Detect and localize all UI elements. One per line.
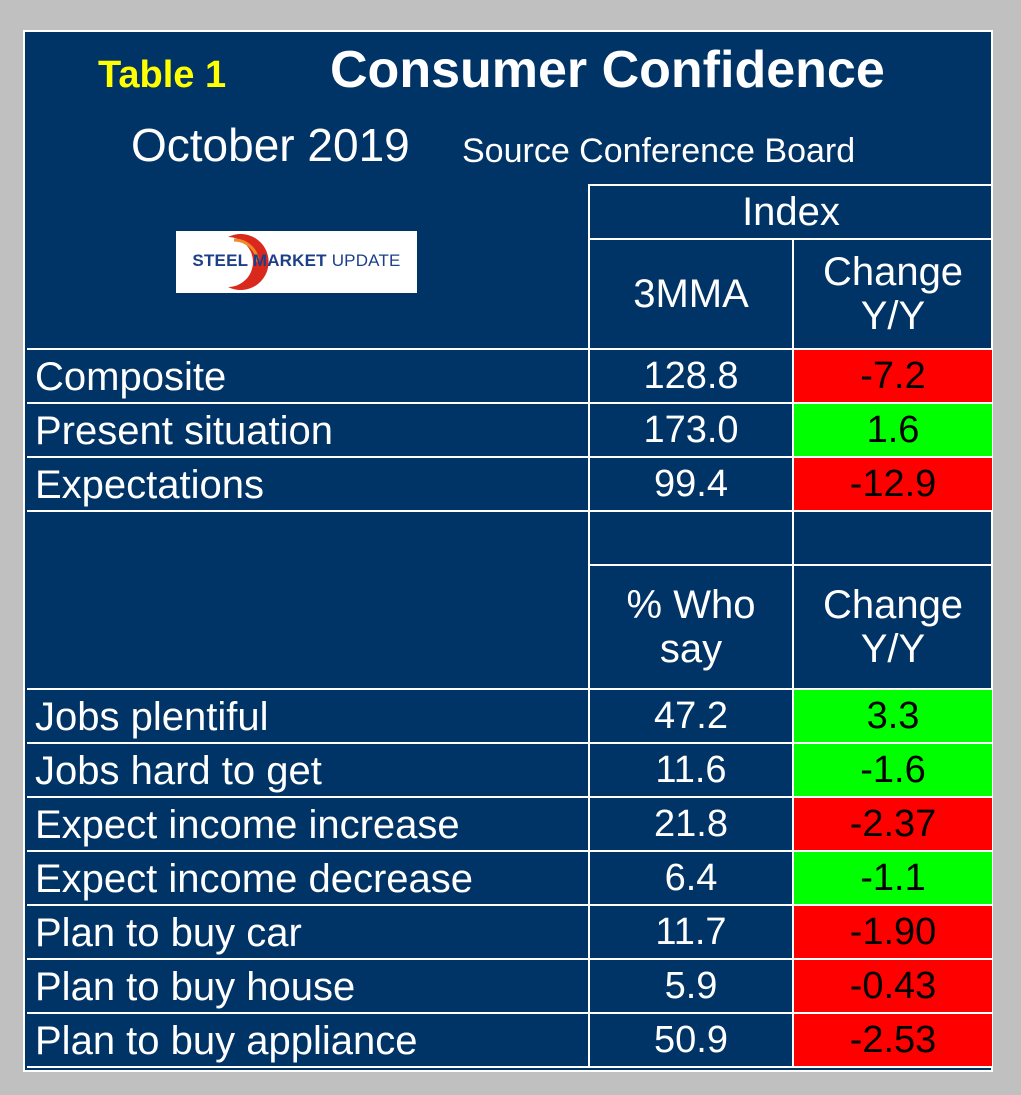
value-cell: 99.4 xyxy=(654,463,728,505)
change-cell: -2.37 xyxy=(794,798,992,850)
grid-line xyxy=(27,1066,992,1068)
change-cell: -0.43 xyxy=(794,960,992,1012)
value-cell: 6.4 xyxy=(664,857,718,899)
grid-line xyxy=(792,456,794,510)
grid-line xyxy=(588,184,590,348)
row-label: Expectations xyxy=(35,462,265,507)
grid-line xyxy=(792,850,794,904)
column-header-who-say: % Who say xyxy=(626,583,756,671)
change-cell: -1.90 xyxy=(794,906,992,958)
grid-line xyxy=(588,564,992,566)
grid-line xyxy=(588,564,590,688)
grid-line xyxy=(792,904,794,958)
grid-line xyxy=(588,796,590,850)
row-label: Plan to buy car xyxy=(35,910,302,955)
value-cell: 47.2 xyxy=(654,695,728,737)
row-label: Jobs plentiful xyxy=(35,694,269,739)
grid-line xyxy=(588,348,590,402)
grid-line xyxy=(588,510,590,564)
row-label: Plan to buy appliance xyxy=(35,1018,418,1063)
grid-line xyxy=(588,850,590,904)
logo-wordmark: STEEL MARKET UPDATE xyxy=(176,251,417,271)
table-title: Consumer Confidence xyxy=(330,41,885,99)
column-header-3mma: 3MMA xyxy=(633,272,749,316)
value-cell: 11.6 xyxy=(655,749,727,791)
grid-line xyxy=(792,238,794,348)
grid-line xyxy=(792,796,794,850)
grid-line xyxy=(588,238,992,240)
value-cell: 21.8 xyxy=(654,803,728,845)
value-cell: 50.9 xyxy=(654,1019,728,1061)
grid-line xyxy=(27,456,992,458)
grid-line xyxy=(27,688,992,690)
grid-line-top xyxy=(588,184,992,186)
grid-line xyxy=(792,742,794,796)
row-label: Present situation xyxy=(35,408,333,453)
value-cell: 11.7 xyxy=(655,911,727,953)
index-header: Index xyxy=(742,190,840,234)
steel-market-update-logo: STEEL MARKET UPDATE xyxy=(176,231,417,293)
grid-line xyxy=(588,742,590,796)
row-label: Expect income decrease xyxy=(35,856,474,901)
grid-line xyxy=(792,564,794,688)
logo-word-steel: STEEL xyxy=(192,251,248,270)
table-label: Table 1 xyxy=(98,54,227,96)
row-label: Expect income increase xyxy=(35,802,460,847)
grid-line xyxy=(27,904,992,906)
change-cell: -1.1 xyxy=(794,852,992,904)
grid-line xyxy=(792,958,794,1012)
value-cell: 5.9 xyxy=(664,965,718,1007)
grid-line xyxy=(27,742,992,744)
change-cell: -7.2 xyxy=(794,350,992,402)
value-cell: 173.0 xyxy=(643,409,739,451)
grid-line xyxy=(27,1012,992,1014)
consumer-confidence-table: Table 1 Consumer Confidence October 2019… xyxy=(23,30,993,1072)
grid-line xyxy=(27,796,992,798)
grid-line xyxy=(588,456,590,510)
grid-line xyxy=(588,1012,590,1066)
grid-line xyxy=(27,510,992,512)
grid-line xyxy=(588,958,590,1012)
grid-line xyxy=(27,348,992,350)
change-cell: -2.53 xyxy=(794,1014,992,1066)
logo-swoosh-icon xyxy=(228,234,269,290)
report-month: October 2019 xyxy=(131,119,410,171)
grid-line xyxy=(792,510,794,564)
grid-line xyxy=(792,688,794,742)
grid-line xyxy=(27,402,992,404)
value-cell: 128.8 xyxy=(643,355,739,397)
source-note: Source Conference Board xyxy=(462,132,856,170)
grid-line xyxy=(792,1012,794,1066)
column-header-change: Change Y/Y xyxy=(822,250,964,338)
grid-line xyxy=(792,402,794,456)
change-cell: -12.9 xyxy=(794,458,992,510)
change-cell: 3.3 xyxy=(794,690,992,742)
logo-word-update: UPDATE xyxy=(331,251,401,270)
grid-line xyxy=(27,850,992,852)
column-header-change: Change Y/Y xyxy=(822,583,964,671)
row-label: Plan to buy house xyxy=(35,964,356,1009)
row-label: Composite xyxy=(35,354,227,399)
row-label: Jobs hard to get xyxy=(35,748,322,793)
grid-line xyxy=(588,904,590,958)
grid-line xyxy=(588,688,590,742)
change-cell: 1.6 xyxy=(794,404,992,456)
grid-line xyxy=(27,958,992,960)
logo-word-market: MARKET xyxy=(252,251,327,270)
change-cell: -1.6 xyxy=(794,744,992,796)
grid-line xyxy=(792,348,794,402)
grid-line xyxy=(588,402,590,456)
